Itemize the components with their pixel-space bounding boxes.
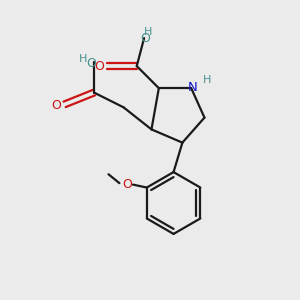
- Text: O: O: [140, 32, 150, 45]
- Text: O: O: [123, 178, 133, 190]
- Text: H: H: [144, 27, 153, 37]
- Text: H: H: [79, 54, 87, 64]
- Text: N: N: [188, 81, 198, 94]
- Text: O: O: [94, 60, 104, 73]
- Text: H: H: [203, 75, 212, 85]
- Text: O: O: [86, 57, 96, 70]
- Text: O: O: [51, 99, 61, 112]
